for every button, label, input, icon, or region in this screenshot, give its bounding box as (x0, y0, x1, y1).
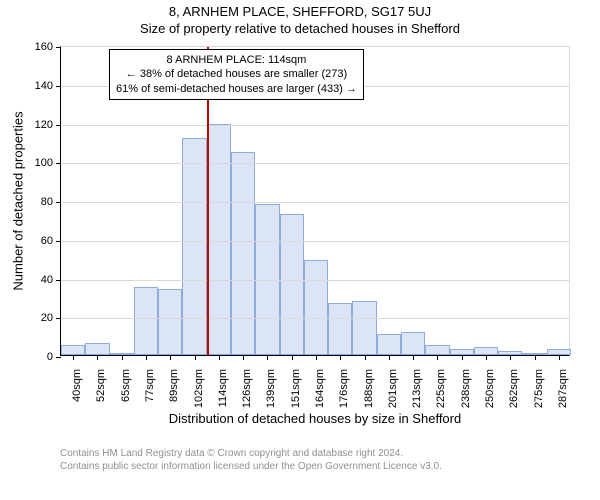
bar (474, 347, 498, 355)
annotation-line: ← 38% of detached houses are smaller (27… (116, 67, 357, 81)
x-tick (413, 355, 414, 360)
x-tick-label: 262sqm (508, 369, 520, 408)
x-tick-label: 65sqm (120, 369, 132, 402)
x-tick-label: 250sqm (484, 369, 496, 408)
x-tick-label: 213sqm (411, 369, 423, 408)
annotation-line: 8 ARNHEM PLACE: 114sqm (116, 53, 357, 67)
x-tick-label: 176sqm (338, 369, 350, 408)
x-tick (292, 355, 293, 360)
bar (328, 303, 352, 355)
bar (85, 343, 109, 355)
x-tick-label: 77sqm (144, 369, 156, 402)
x-tick (316, 355, 317, 360)
y-tick (56, 202, 61, 203)
y-tick (56, 163, 61, 164)
x-tick-label: 114sqm (217, 369, 229, 407)
x-tick-label: 164sqm (314, 369, 326, 408)
x-tick-label: 151sqm (290, 369, 302, 408)
y-axis-label: Number of detached properties (11, 111, 26, 290)
bar (352, 301, 376, 355)
y-tick-label: 140 (35, 80, 53, 92)
y-tick-label: 160 (35, 41, 53, 53)
x-tick-label: 52sqm (95, 369, 107, 402)
x-tick (365, 355, 366, 360)
x-tick-label: 126sqm (241, 369, 253, 408)
gridline (61, 318, 569, 319)
bar (304, 260, 328, 355)
x-tick (146, 355, 147, 360)
x-tick (437, 355, 438, 360)
page-title-description: Size of property relative to detached ho… (0, 19, 600, 36)
x-tick (195, 355, 196, 360)
y-tick-label: 60 (41, 235, 53, 247)
y-tick-label: 100 (35, 157, 53, 169)
x-tick-label: 201sqm (387, 369, 399, 408)
y-tick (56, 280, 61, 281)
bar (207, 124, 231, 355)
bar (182, 138, 206, 355)
y-tick-label: 80 (41, 196, 53, 208)
chart-container: 0 20 40 60 80 100 120 140 160 40sqm 52sqm 65sqm 77sq… (0, 36, 600, 446)
x-tick (510, 355, 511, 360)
x-axis-label: Distribution of detached houses by size … (169, 411, 461, 426)
gridline (61, 163, 569, 164)
gridline (61, 125, 569, 126)
gridline (61, 280, 569, 281)
x-tick (267, 355, 268, 360)
bar (401, 332, 425, 355)
y-tick (56, 125, 61, 126)
page-title-address: 8, ARNHEM PLACE, SHEFFORD, SG17 5UJ (0, 0, 600, 19)
footer-attribution: Contains HM Land Registry data © Crown c… (0, 448, 600, 473)
bar (231, 152, 255, 355)
bar (280, 214, 304, 355)
bar (61, 345, 85, 355)
x-tick (462, 355, 463, 360)
gridline (61, 202, 569, 203)
y-tick-label: 20 (41, 312, 53, 324)
bar (134, 287, 158, 355)
x-tick-label: 238sqm (460, 369, 472, 408)
y-tick (56, 47, 61, 48)
x-tick (559, 355, 560, 360)
bar (425, 345, 449, 355)
x-tick (170, 355, 171, 360)
x-tick-label: 188sqm (363, 369, 375, 408)
x-tick-label: 139sqm (265, 369, 277, 408)
bar (377, 334, 401, 355)
x-tick (486, 355, 487, 360)
x-tick (340, 355, 341, 360)
x-tick (219, 355, 220, 360)
y-tick (56, 241, 61, 242)
x-tick (389, 355, 390, 360)
x-tick-label: 89sqm (168, 369, 180, 402)
y-tick (56, 86, 61, 87)
x-tick-label: 102sqm (193, 369, 205, 408)
x-tick-label: 40sqm (71, 369, 83, 402)
y-tick-label: 0 (47, 351, 53, 363)
y-tick (56, 357, 61, 358)
x-tick-label: 275sqm (533, 369, 545, 408)
plot-area: 02040608010012014016040sqm52sqm65sqm77sq… (60, 46, 570, 356)
y-tick-label: 40 (41, 274, 53, 286)
x-tick (97, 355, 98, 360)
x-tick-label: 287sqm (557, 369, 569, 408)
annotation-line: 61% of semi-detached houses are larger (… (116, 82, 357, 96)
footer-line-1: Contains HM Land Registry data © Crown c… (60, 448, 600, 461)
x-tick (243, 355, 244, 360)
x-tick (73, 355, 74, 360)
y-tick-label: 120 (35, 119, 53, 131)
bar (158, 289, 182, 355)
x-tick (535, 355, 536, 360)
x-tick (122, 355, 123, 360)
annotation-box: 8 ARNHEM PLACE: 114sqm← 38% of detached … (109, 49, 364, 100)
x-tick-label: 225sqm (435, 369, 447, 408)
y-tick (56, 318, 61, 319)
gridline (61, 241, 569, 242)
footer-line-2: Contains public sector information licen… (60, 461, 600, 474)
